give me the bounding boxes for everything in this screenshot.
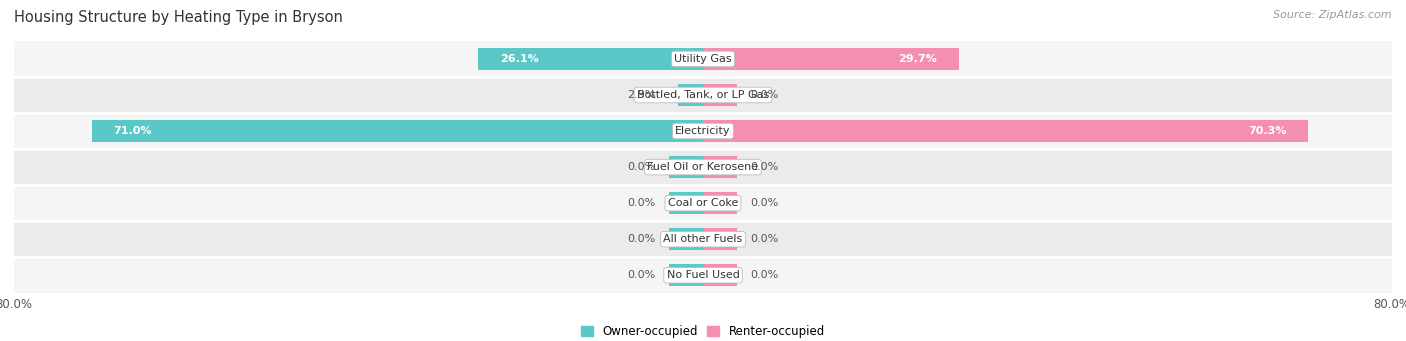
Text: 0.0%: 0.0% bbox=[751, 162, 779, 172]
Text: 2.9%: 2.9% bbox=[627, 90, 655, 100]
Text: Coal or Coke: Coal or Coke bbox=[668, 198, 738, 208]
Bar bbox=[14, 221, 1392, 257]
Text: 26.1%: 26.1% bbox=[499, 54, 538, 64]
Bar bbox=[678, 84, 703, 106]
Bar bbox=[703, 84, 738, 106]
Text: 70.3%: 70.3% bbox=[1249, 126, 1286, 136]
Bar bbox=[669, 192, 703, 214]
Bar bbox=[14, 113, 1392, 149]
Legend: Owner-occupied, Renter-occupied: Owner-occupied, Renter-occupied bbox=[576, 321, 830, 341]
Text: 0.0%: 0.0% bbox=[627, 234, 655, 244]
Bar bbox=[14, 149, 1392, 185]
Bar bbox=[91, 120, 703, 142]
Text: Source: ZipAtlas.com: Source: ZipAtlas.com bbox=[1274, 10, 1392, 20]
Bar bbox=[14, 41, 1392, 77]
Bar bbox=[703, 228, 738, 250]
Text: Housing Structure by Heating Type in Bryson: Housing Structure by Heating Type in Bry… bbox=[14, 10, 343, 25]
Text: Electricity: Electricity bbox=[675, 126, 731, 136]
Bar bbox=[669, 156, 703, 178]
Text: 0.0%: 0.0% bbox=[751, 90, 779, 100]
Text: All other Fuels: All other Fuels bbox=[664, 234, 742, 244]
Text: 0.0%: 0.0% bbox=[627, 162, 655, 172]
Bar bbox=[703, 264, 738, 286]
Bar bbox=[478, 48, 703, 70]
Bar bbox=[703, 48, 959, 70]
Text: 0.0%: 0.0% bbox=[627, 270, 655, 280]
Text: No Fuel Used: No Fuel Used bbox=[666, 270, 740, 280]
Bar bbox=[14, 185, 1392, 221]
Text: 71.0%: 71.0% bbox=[112, 126, 152, 136]
Text: Utility Gas: Utility Gas bbox=[675, 54, 731, 64]
Bar bbox=[669, 228, 703, 250]
Bar bbox=[669, 264, 703, 286]
Bar bbox=[703, 120, 1309, 142]
Bar bbox=[14, 257, 1392, 293]
Text: 0.0%: 0.0% bbox=[751, 270, 779, 280]
Text: 0.0%: 0.0% bbox=[627, 198, 655, 208]
Bar bbox=[703, 192, 738, 214]
Bar bbox=[14, 77, 1392, 113]
Text: 29.7%: 29.7% bbox=[898, 54, 938, 64]
Text: Fuel Oil or Kerosene: Fuel Oil or Kerosene bbox=[647, 162, 759, 172]
Text: 0.0%: 0.0% bbox=[751, 234, 779, 244]
Text: 0.0%: 0.0% bbox=[751, 198, 779, 208]
Text: Bottled, Tank, or LP Gas: Bottled, Tank, or LP Gas bbox=[637, 90, 769, 100]
Bar bbox=[703, 156, 738, 178]
